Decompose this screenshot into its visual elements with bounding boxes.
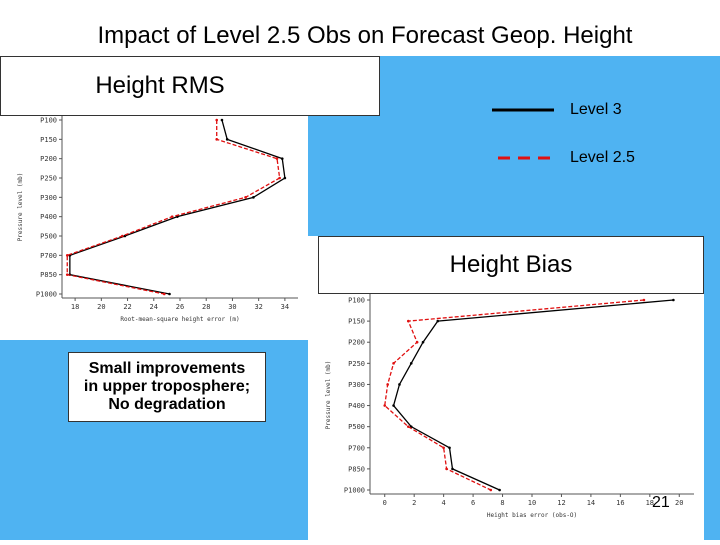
y-tick-label: P300: [348, 381, 365, 389]
y-tick-label: P850: [40, 271, 57, 279]
data-point: [489, 488, 493, 492]
note-line-1: Small improvements: [88, 360, 246, 377]
data-point: [642, 298, 646, 302]
data-point: [448, 446, 451, 450]
y-tick-label: P250: [40, 175, 57, 183]
x-tick-label: 12: [557, 499, 565, 507]
data-point: [392, 404, 395, 407]
x-tick-label: 10: [528, 499, 536, 507]
x-tick-label: 26: [176, 303, 184, 311]
y-tick-label: P400: [40, 213, 57, 221]
x-tick-label: 8: [500, 499, 504, 507]
rms-chart: P100 P150 P200 P250 P300 P400 P500 P700 P850 P100…: [17, 114, 298, 323]
data-point: [383, 404, 387, 407]
y-tick-label: P700: [40, 252, 57, 260]
y-tick-label: P150: [348, 318, 365, 326]
y-tick-label: P100: [348, 297, 365, 305]
y-tick-label: P850: [348, 465, 365, 473]
x-tick-label: 16: [616, 499, 624, 507]
data-point: [415, 340, 419, 344]
data-point: [121, 234, 124, 238]
data-point: [436, 319, 440, 323]
x-tick-label: 6: [471, 499, 475, 507]
x-tick-label: 32: [254, 303, 262, 311]
y-tick-label: P400: [348, 402, 365, 410]
y-tick-label: P250: [348, 360, 365, 368]
data-point: [65, 273, 69, 276]
x-tick-label: 20: [97, 303, 105, 311]
x-tick-label: 4: [442, 499, 446, 507]
x-axis-label: Root-mean-square height error (m): [120, 316, 239, 323]
data-point: [168, 292, 171, 296]
x-tick-label: 20: [675, 499, 683, 507]
data-point: [498, 488, 501, 492]
x-tick-label: 22: [123, 303, 131, 311]
y-tick-label: P500: [40, 233, 57, 241]
bias-chart: P100 P150 P200 P250 P300 P400 P500 P700 P850 P100…: [325, 294, 694, 519]
data-point: [409, 362, 413, 365]
slide-title: Impact of Level 2.5 Obs on Forecast Geop…: [97, 22, 633, 49]
y-tick-label: P1000: [36, 291, 57, 299]
data-point: [280, 157, 284, 160]
data-point: [442, 446, 445, 450]
data-point: [244, 196, 247, 199]
x-tick-label: 0: [383, 499, 387, 507]
blue-panel-right: [704, 236, 720, 540]
rms-title-box: Height RMS: [0, 56, 380, 116]
x-axis-label: Height bias error (obs-O): [487, 512, 577, 519]
y-tick-label: P300: [40, 194, 57, 202]
note-box: Small improvements in upper troposphere;…: [68, 352, 266, 422]
legend-label-level3: Level 3: [570, 101, 622, 118]
y-tick-label: P150: [40, 136, 57, 144]
data-point: [278, 176, 281, 180]
legend-label-level25: Level 2.5: [570, 149, 635, 166]
data-point: [672, 298, 675, 302]
data-point: [392, 362, 395, 365]
data-point: [451, 467, 454, 471]
x-tick-label: 30: [228, 303, 236, 311]
note-line-3: No degradation: [108, 396, 226, 413]
data-point: [406, 319, 410, 323]
x-tick-label: 18: [71, 303, 79, 311]
x-tick-label: 14: [587, 499, 595, 507]
rms-chart-area: P100 P150 P200 P250 P300 P400 P500 P700 P850 P100…: [0, 114, 308, 340]
x-tick-label: 34: [281, 303, 289, 311]
data-point: [275, 157, 279, 160]
data-point: [215, 118, 219, 122]
data-point: [170, 215, 174, 218]
series-line: [69, 119, 286, 295]
y-axis-label: Pressure level (mb): [325, 361, 332, 430]
series-line: [392, 299, 674, 491]
data-point: [252, 196, 255, 199]
data-point: [215, 138, 219, 141]
series-line: [384, 299, 644, 491]
y-tick-label: P500: [348, 423, 365, 431]
y-tick-label: P100: [40, 117, 57, 125]
series-line: [66, 120, 281, 295]
data-point: [398, 383, 401, 386]
x-tick-label: 18: [646, 499, 654, 507]
x-tick-label: 24: [150, 303, 158, 311]
y-tick-label: P700: [348, 444, 365, 452]
note-line-2: in upper troposphere;: [83, 378, 251, 395]
data-point: [421, 340, 425, 344]
x-tick-label: 2: [412, 499, 416, 507]
data-point: [225, 138, 229, 141]
data-point: [445, 467, 448, 471]
x-tick-label: 28: [202, 303, 210, 311]
data-point: [406, 425, 410, 428]
bias-title-box: Height Bias: [318, 236, 704, 294]
y-tick-label: P1000: [344, 487, 365, 495]
y-tick-label: P200: [40, 155, 57, 163]
y-tick-label: P200: [348, 339, 365, 347]
data-point: [220, 118, 224, 122]
legend: Level 3 Level 2.5: [490, 92, 690, 182]
page-number: 21: [652, 494, 670, 511]
bias-chart-area: P100 P150 P200 P250 P300 P400 P500 P700 P850 P100…: [318, 294, 704, 540]
data-point: [162, 292, 166, 296]
data-point: [283, 176, 287, 180]
data-point: [386, 383, 389, 386]
y-axis-label: Pressure level (mb): [17, 173, 24, 242]
data-point: [65, 254, 69, 257]
